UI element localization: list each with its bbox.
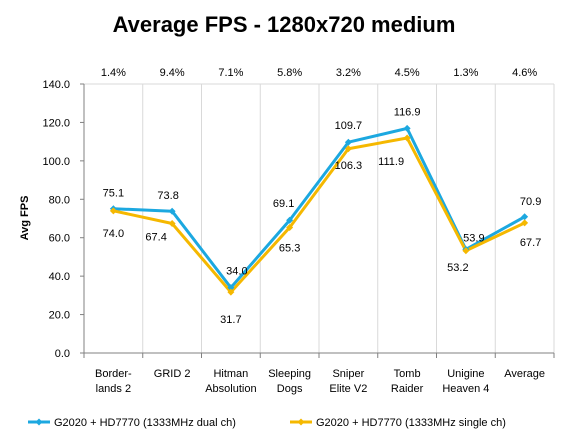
category-labels: Border-lands 2 GRID 2 Hitman Absolution Slee… <box>95 368 545 395</box>
data-point <box>403 134 411 142</box>
y-axis-label: Avg FPS <box>19 196 31 241</box>
percent-label: 7.1% <box>218 67 243 79</box>
legend-swatch-marker <box>35 418 43 426</box>
data-label: 53.2 <box>447 262 468 274</box>
percent-labels: 1.4% 9.4% 7.1% 5.8% 3.2% 4.5% 1.3% 4.6% <box>101 67 538 79</box>
series-lines <box>113 126 526 294</box>
data-point <box>168 219 176 227</box>
data-label: 116.9 <box>394 106 421 118</box>
y-tick-label: 0.0 <box>55 348 70 360</box>
data-label: 106.3 <box>335 160 363 172</box>
y-tick-label: 140.0 <box>42 79 70 91</box>
data-point <box>462 247 470 255</box>
series-markers <box>109 124 529 296</box>
percent-label: 1.3% <box>453 67 478 79</box>
data-label: 34.0 <box>226 266 247 278</box>
data-label: 69.1 <box>273 198 294 210</box>
percent-label: 5.8% <box>277 67 302 79</box>
data-labels: 75.1 73.8 34.0 69.1 109.7 116.9 53.9 70.9 74.0 67… <box>103 106 542 326</box>
legend: G2020 + HD7770 (1333MHz dual ch) G2020 + … <box>28 417 506 429</box>
y-tick-label: 20.0 <box>49 310 70 322</box>
data-label: 73.8 <box>157 190 178 202</box>
y-tick-label: 120.0 <box>42 117 70 129</box>
data-label: 65.3 <box>279 243 300 255</box>
data-label: 53.9 <box>463 232 484 244</box>
data-point <box>344 145 352 153</box>
legend-swatch-marker <box>297 418 305 426</box>
category-label: Average <box>504 368 545 380</box>
data-point <box>227 288 235 296</box>
y-tick-labels: 0.0 20.0 40.0 60.0 80.0 100.0 120.0 140.0 <box>42 79 70 360</box>
legend-label: G2020 + HD7770 (1333MHz dual ch) <box>54 417 236 429</box>
data-point <box>521 219 529 227</box>
category-label: Absolution <box>205 383 256 395</box>
data-point <box>286 216 294 224</box>
data-point <box>109 207 117 215</box>
category-label: GRID 2 <box>154 368 191 380</box>
category-label: Sleeping <box>268 368 311 380</box>
legend-entry-2: G2020 + HD7770 (1333MHz single ch) <box>290 417 506 429</box>
category-label: Raider <box>391 383 424 395</box>
data-label: 67.7 <box>520 237 541 249</box>
grid <box>84 83 555 353</box>
category-label: Tomb <box>394 368 421 380</box>
category-label: Unigine <box>447 368 484 380</box>
series-line-2 <box>113 136 526 294</box>
category-label: Heaven 4 <box>442 383 489 395</box>
percent-label: 9.4% <box>160 67 185 79</box>
category-label: lands 2 <box>96 383 131 395</box>
percent-label: 4.5% <box>395 67 420 79</box>
y-tick-label: 100.0 <box>42 156 70 168</box>
data-label: 111.9 <box>378 156 404 168</box>
category-label: Elite V2 <box>329 383 367 395</box>
data-point <box>403 124 411 132</box>
data-point <box>344 138 352 146</box>
data-label: 31.7 <box>220 314 241 326</box>
category-label: Hitman <box>213 368 248 380</box>
y-tick-label: 80.0 <box>49 194 70 206</box>
data-point <box>227 284 235 292</box>
data-point <box>521 213 529 221</box>
data-label: 75.1 <box>103 188 124 200</box>
y-tick-label: 60.0 <box>49 233 70 245</box>
chart-title: Average FPS - 1280x720 medium <box>113 12 456 37</box>
percent-label: 1.4% <box>101 67 126 79</box>
percent-label: 3.2% <box>336 67 361 79</box>
data-label: 74.0 <box>103 228 124 240</box>
percent-label: 4.6% <box>512 67 537 79</box>
legend-label: G2020 + HD7770 (1333MHz single ch) <box>316 417 506 429</box>
data-point <box>286 224 294 232</box>
data-label: 67.4 <box>145 231 166 243</box>
legend-entry-1: G2020 + HD7770 (1333MHz dual ch) <box>28 417 236 429</box>
data-point <box>168 207 176 215</box>
data-label: 70.9 <box>520 196 541 208</box>
category-label: Dogs <box>277 383 303 395</box>
y-tick-label: 40.0 <box>49 271 70 283</box>
data-label: 109.7 <box>335 120 363 132</box>
axes <box>80 83 555 358</box>
category-label: Sniper <box>332 368 364 380</box>
category-label: Border- <box>95 368 132 380</box>
